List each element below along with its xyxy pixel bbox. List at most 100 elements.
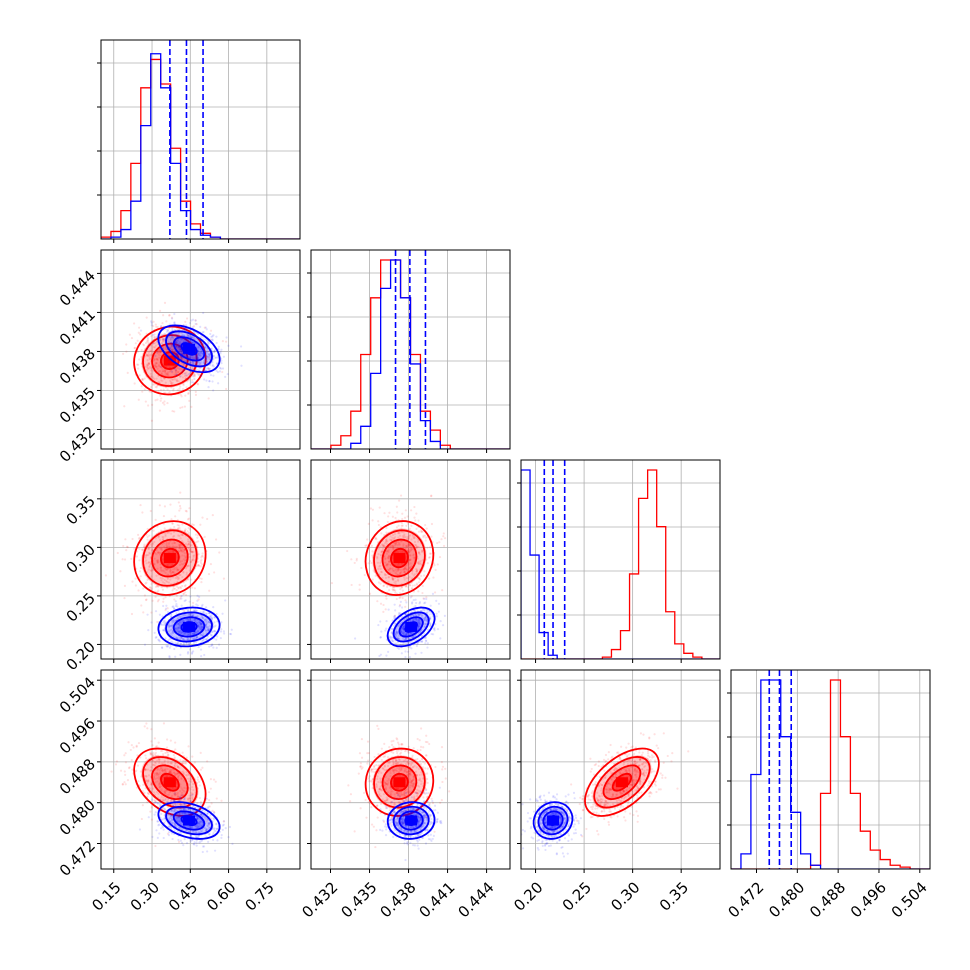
scatter-point <box>159 350 162 353</box>
scatter-point <box>168 390 171 394</box>
scatter-point <box>133 547 136 550</box>
scatter-point <box>182 382 185 386</box>
scatter-point <box>379 545 382 548</box>
scatter-point <box>187 391 190 395</box>
scatter-point <box>204 358 207 361</box>
scatter-point <box>169 762 172 765</box>
scatter-point <box>181 338 184 341</box>
scatter-point <box>184 320 187 323</box>
contour-red <box>133 325 207 396</box>
scatter-point <box>183 340 186 343</box>
scatter-point <box>405 564 408 567</box>
scatter-point <box>145 554 148 557</box>
scatter-point <box>162 722 166 725</box>
scatter-point <box>167 625 170 628</box>
scatter-point <box>210 634 213 637</box>
scatter-point <box>381 543 384 546</box>
scatter-point <box>153 753 157 756</box>
scatter-point <box>201 845 205 848</box>
scatter-point <box>163 332 167 335</box>
scatter-point <box>176 605 179 608</box>
scatter-point <box>187 377 190 380</box>
scatter-point <box>396 544 399 547</box>
scatter-point <box>415 545 418 548</box>
scatter-point <box>388 560 391 563</box>
scatter-point <box>174 655 177 658</box>
scatter-point <box>204 357 207 361</box>
scatter-point <box>191 550 194 553</box>
scatter-point <box>183 548 186 551</box>
scatter-point <box>136 350 139 353</box>
scatter-point <box>385 552 388 555</box>
scatter-point <box>178 350 181 353</box>
scatter-point <box>150 419 154 422</box>
scatter-point <box>391 627 394 631</box>
scatter-point <box>399 494 403 497</box>
scatter-point <box>147 774 151 777</box>
scatter-point <box>195 641 198 644</box>
scatter-point <box>402 576 406 579</box>
scatter-point <box>166 373 170 376</box>
scatter-point <box>429 623 432 626</box>
scatter-point <box>154 354 157 358</box>
scatter-point <box>185 803 188 806</box>
scatter-point <box>180 777 183 780</box>
scatter-point <box>404 638 407 641</box>
scatter-point <box>239 345 243 348</box>
scatter-point <box>424 636 427 640</box>
scatter-point <box>400 570 403 573</box>
scatter-point <box>175 627 178 630</box>
scatter-point <box>179 348 182 351</box>
scatter-point <box>156 561 159 564</box>
scatter-point <box>157 758 160 761</box>
scatter-point <box>395 573 398 576</box>
scatter-point <box>187 613 190 616</box>
scatter-point <box>193 356 196 359</box>
scatter-point <box>148 551 151 554</box>
scatter-point <box>170 640 173 643</box>
scatter-point <box>193 609 196 612</box>
scatter-point <box>181 539 184 543</box>
scatter-point <box>182 563 185 566</box>
scatter-point <box>159 766 163 769</box>
scatter-point <box>191 326 194 329</box>
scatter-point <box>202 338 205 341</box>
scatter-point <box>166 531 169 534</box>
scatter-point <box>384 558 387 561</box>
scatter-point <box>166 738 169 741</box>
scatter-point <box>188 507 191 510</box>
scatter-point <box>162 338 165 341</box>
scatter-point <box>180 631 184 634</box>
scatter-point <box>389 567 392 570</box>
scatter-point <box>149 751 152 754</box>
scatter-point <box>171 631 174 635</box>
scatter-point <box>391 588 394 591</box>
scatter-point <box>412 618 415 621</box>
scatter-point <box>150 575 153 578</box>
scatter-point <box>206 341 210 345</box>
scatter-point <box>208 353 211 356</box>
scatter-point <box>176 345 179 348</box>
scatter-point <box>179 406 182 409</box>
scatter-point <box>406 535 409 539</box>
scatter-point <box>428 546 432 549</box>
scatter-point <box>428 577 431 580</box>
scatter-point <box>157 390 160 393</box>
scatter-point <box>151 549 154 552</box>
scatter-point <box>148 547 151 550</box>
scatter-point <box>409 548 413 551</box>
scatter-point <box>224 827 227 830</box>
scatter-point <box>114 763 118 766</box>
scatter-point <box>171 837 174 841</box>
scatter-point <box>434 623 437 626</box>
scatter-point <box>147 793 150 796</box>
scatter-point <box>381 545 385 548</box>
scatter-point <box>142 344 146 347</box>
scatter-point <box>390 638 394 641</box>
scatter-point <box>408 656 412 659</box>
scatter-point <box>157 775 160 779</box>
scatter-point <box>188 787 191 790</box>
scatter-point <box>153 562 156 565</box>
scatter-point <box>174 748 177 751</box>
scatter-point <box>208 805 211 808</box>
